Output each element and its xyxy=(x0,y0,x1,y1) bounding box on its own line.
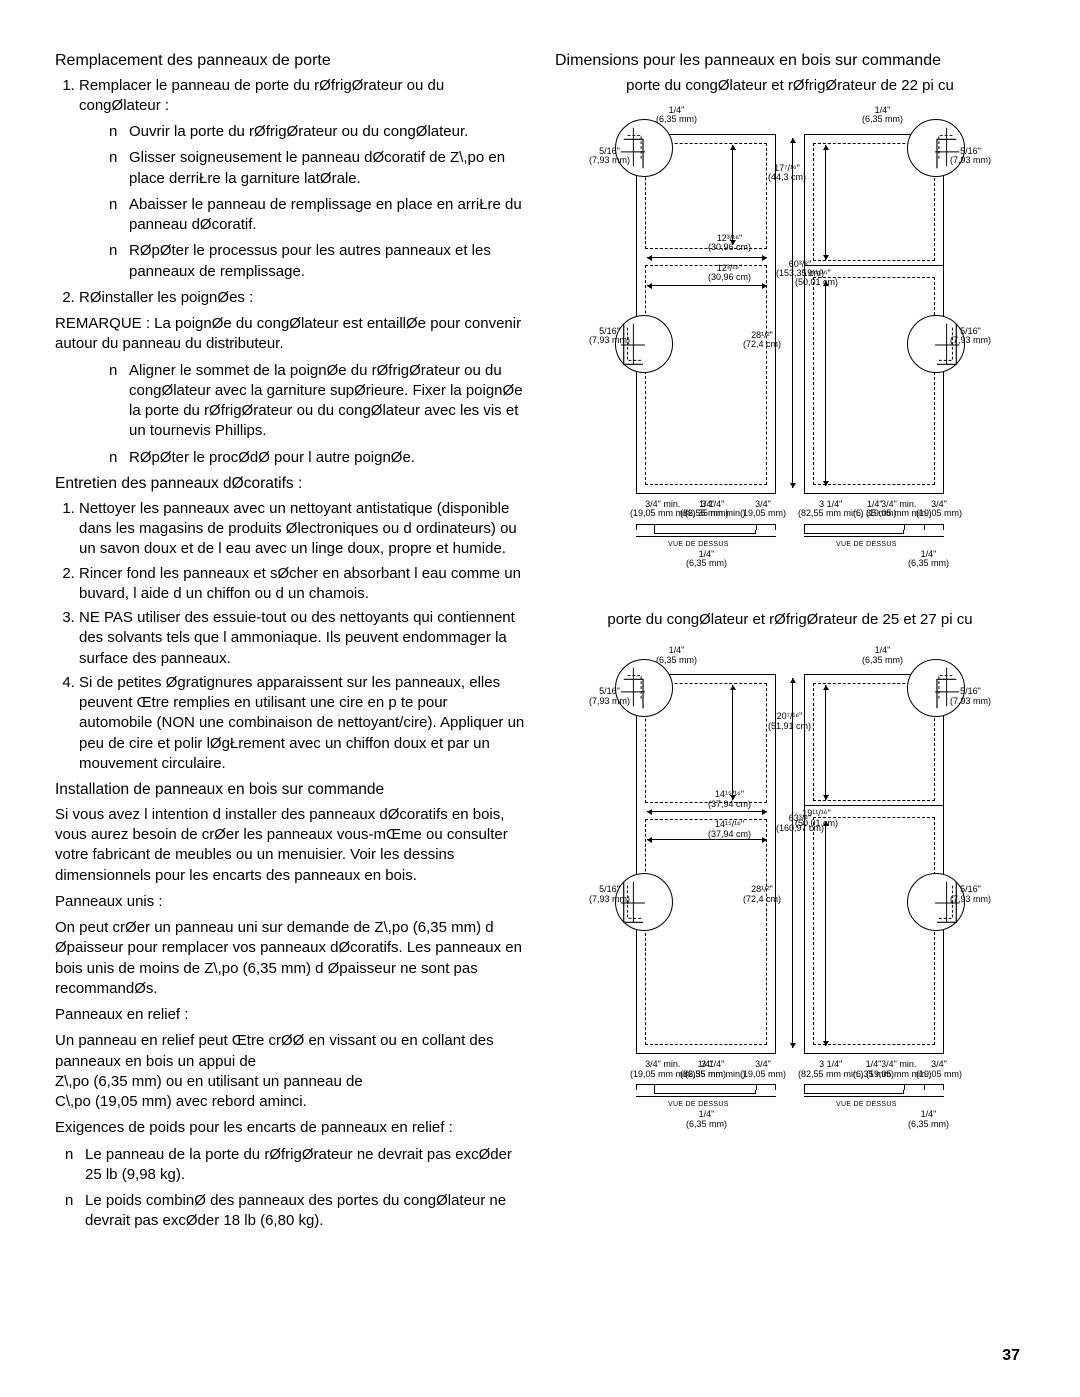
panneaux-unis-title: Panneaux unis : xyxy=(55,892,525,912)
meas-left-mid-w2: 14¹⁵/¹⁶"(37,94 cm) xyxy=(708,820,751,839)
entretien-item: Nettoyer les panneaux avec un nettoyant … xyxy=(79,499,525,560)
vue-label: VUE DE DESSUS xyxy=(836,1100,897,1109)
meas-left-top-h: 17⁷/¹⁶"(44,3 cm) xyxy=(768,164,806,183)
diagram-22: 1/4"(6,35 mm) 1/4"(6,35 mm) 5/16"(7,93 m… xyxy=(620,106,960,570)
fridge-door: 5/16"(7,93 mm) 5/16"(7,93 mm) 19¹¹/¹⁶"(5… xyxy=(804,134,944,494)
foot-meas: 3 1/4"(82,55 mm min.) xyxy=(798,500,864,519)
exigences-item: Le poids combinØ des panneaux des portes… xyxy=(65,1191,525,1232)
meas-side: 5/16"(7,93 mm) xyxy=(950,327,991,346)
foot-meas: 3/4"(19,05 mm) xyxy=(740,1060,786,1079)
entretien-item: Si de petites Øgratignures apparaissent … xyxy=(79,673,525,774)
foot-meas: 3/4"(19,05 mm) xyxy=(916,1060,962,1079)
installation-title: Installation de panneaux en bois sur com… xyxy=(55,780,525,801)
foot-meas: 3 1/4"(82,55 mm min.) xyxy=(798,1060,864,1079)
right-column: Dimensions pour les panneaux en bois sur… xyxy=(555,50,1025,1238)
diagram-25-27: 1/4"(6,35 mm) 1/4"(6,35 mm) 5/16"(7,93 m… xyxy=(620,646,960,1130)
meas-right-top-h: 19¹¹/¹⁶"(50,01 cm) xyxy=(795,269,838,288)
remarque: REMARQUE : La poignØe du congØlateur est… xyxy=(55,314,525,355)
diagram2-title: porte du congØlateur et rØfrigØrateur de… xyxy=(555,610,1025,630)
panneaux-relief-p3: C\,po (19,05 mm) avec rebord aminci. xyxy=(55,1092,525,1112)
meas-top-right: 1/4"(6,35 mm) xyxy=(862,646,903,665)
meas-left-mid-w: 12³/¹⁶"(30,96 cm) xyxy=(708,234,751,253)
fridge-door: 5/16"(7,93 mm) 5/16"(7,93 mm) 19¹¹/¹⁶"(5… xyxy=(804,674,944,1054)
step-2: RØinstaller les poignØes : xyxy=(79,288,525,308)
step1-bullet: Glisser soigneusement le panneau dØcorat… xyxy=(109,148,525,189)
meas-side: 5/16"(7,93 mm) xyxy=(589,327,630,346)
panneaux-relief-title: Panneaux en relief : xyxy=(55,1005,525,1025)
meas-side: 5/16"(7,93 mm) xyxy=(950,885,991,904)
footer-left: 3/4" min.(19,05 mm min.) 3 1/4"(82,55 mm… xyxy=(636,1060,776,1130)
page-number: 37 xyxy=(1002,1345,1020,1367)
exigences-title: Exigences de poids pour les encarts de p… xyxy=(55,1118,525,1138)
meas-side: 5/16"(7,93 mm) xyxy=(950,147,991,166)
freezer-door: 5/16"(7,93 mm) 5/16"(7,93 mm) 1/4"(6, 35… xyxy=(636,134,776,494)
dimensions-heading: Dimensions pour les panneaux en bois sur… xyxy=(555,50,1025,72)
entretien-title: Entretien des panneaux dØcoratifs : xyxy=(55,474,525,495)
footer-right: 3 1/4"(82,55 mm min.) 3/4" min.(19,05 mm… xyxy=(804,500,944,570)
footer-left: 3/4" min.(19,05 mm min.) 3 1/4"(82,55 mm… xyxy=(636,500,776,570)
foot-meas: 3/4"(19,05 mm) xyxy=(916,500,962,519)
freezer-door: 5/16"(7,93 mm) 5/16"(7,93 mm) 1/4"(6,35 … xyxy=(636,674,776,1054)
meas-left-mid-w2: 12³/¹⁶"(30,96 cm) xyxy=(708,264,751,283)
foot-meas: 1/4"(6,35 mm) xyxy=(686,1110,727,1129)
vue-label: VUE DE DESSUS xyxy=(836,540,897,549)
left-column: Remplacement des panneaux de porte Rempl… xyxy=(55,50,525,1238)
meas-left-mid-w: 14¹⁵/¹⁶"(37,94 cm) xyxy=(708,790,751,809)
vue-label: VUE DE DESSUS xyxy=(668,540,729,549)
entretien-item: Rincer fond les panneaux et sØcher en ab… xyxy=(79,564,525,605)
replacement-title: Remplacement des panneaux de porte xyxy=(55,50,525,72)
step2-bullet: Aligner le sommet de la poignØe du rØfri… xyxy=(109,361,525,442)
foot-meas: 3/4"(19,05 mm) xyxy=(740,500,786,519)
foot-meas: 3 1/4"(82,55 mm min.) xyxy=(680,500,746,519)
panneaux-relief-p1: Un panneau en relief peut Œtre crØØ en v… xyxy=(55,1031,525,1072)
diagram1-title: porte du congØlateur et rØfrigØrateur de… xyxy=(555,76,1025,96)
installation-p: Si vous avez l intention d installer des… xyxy=(55,805,525,886)
meas-side: 5/16"(7,93 mm) xyxy=(589,885,630,904)
step-1: Remplacer le panneau de porte du rØfrigØ… xyxy=(79,76,525,282)
entretien-item: NE PAS utiliser des essuie-tout ou des n… xyxy=(79,608,525,669)
meas-side: 5/16"(7,93 mm) xyxy=(589,147,630,166)
step1-bullet: Ouvrir la porte du rØfrigØrateur ou du c… xyxy=(109,122,525,142)
meas-side: 5/16"(7,93 mm) xyxy=(589,687,630,706)
foot-meas: 1/4"(6,35 mm) xyxy=(908,1110,949,1129)
meas-right-top-h: 19¹¹/¹⁶"(50,01 cm) xyxy=(795,809,838,828)
exigences-item: Le panneau de la porte du rØfrigØrateur … xyxy=(65,1145,525,1186)
meas-right-bot-h: 28¹/²"(72,4 cm) xyxy=(743,885,781,904)
foot-meas: 1/4"(6,35 mm) xyxy=(686,550,727,569)
foot-meas: 1/4"(6,35 mm) xyxy=(908,550,949,569)
meas-top-right: 1/4"(6,35 mm) xyxy=(862,106,903,125)
footer-right: 3 1/4"(82,55 mm min.) 3/4" min.(19,05 mm… xyxy=(804,1060,944,1130)
panneaux-relief-p2: Z\,po (6,35 mm) ou en utilisant un panne… xyxy=(55,1072,525,1092)
meas-side: 5/16"(7,93 mm) xyxy=(950,687,991,706)
foot-meas: 3 1/4"(82,55 mm min.) xyxy=(680,1060,746,1079)
step2-bullet: RØpØter le procØdØ pour l autre poignØe. xyxy=(109,448,525,468)
meas-right-bot-h: 28¹/²"(72,4 cm) xyxy=(743,331,781,350)
panneaux-unis-p: On peut crØer un panneau uni sur demande… xyxy=(55,918,525,999)
step1-bullet: RØpØter le processus pour les autres pan… xyxy=(109,241,525,282)
step1-bullet: Abaisser le panneau de remplissage en pl… xyxy=(109,195,525,236)
